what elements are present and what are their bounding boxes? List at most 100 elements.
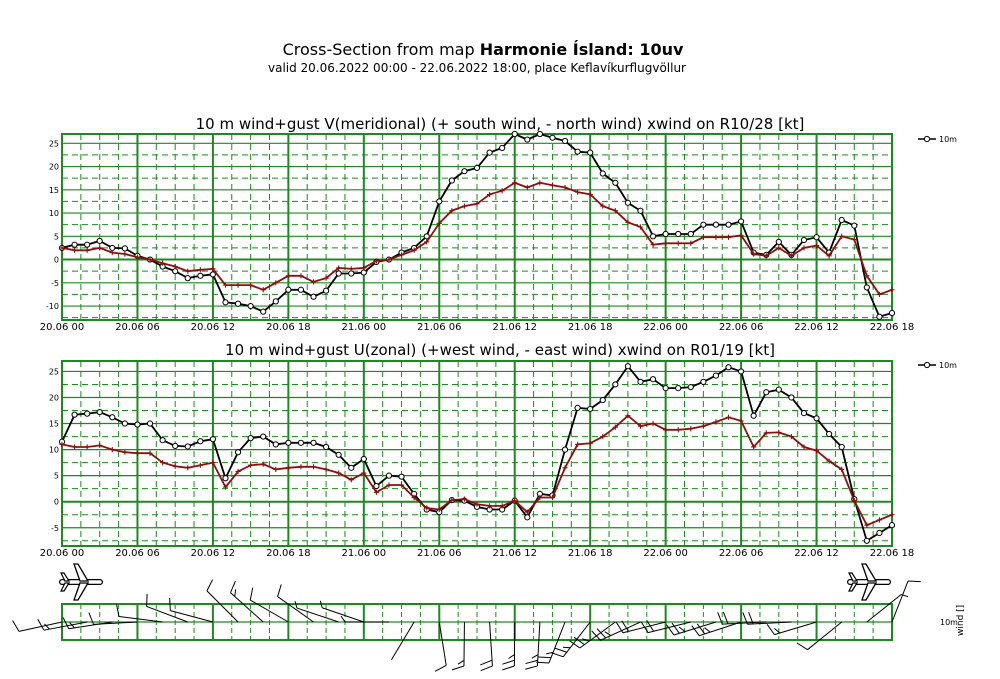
gust-data-point: [97, 442, 103, 449]
gust-data-point: [650, 420, 656, 427]
gust-data-point: [776, 245, 782, 251]
wind-data-point: [234, 449, 242, 456]
gust-data-point: [134, 450, 141, 456]
wind-barb-feather: [774, 628, 781, 634]
gust-data-point: [398, 482, 405, 488]
gust-data-point: [436, 220, 442, 226]
barb-axis-label: wind []: [956, 605, 966, 636]
gust-data-point: [185, 268, 191, 274]
wind-data-point: [851, 222, 858, 229]
gust-data-point: [235, 282, 241, 288]
gust-data-point: [499, 188, 505, 194]
gust-data-point: [273, 466, 279, 472]
gust-data-point: [826, 253, 832, 259]
wind-data-point: [159, 437, 166, 444]
gust-data-point: [474, 201, 480, 207]
wind-data-point: [285, 439, 292, 446]
wind-barb-feather: [717, 612, 723, 625]
wind-data-point: [587, 405, 594, 413]
gust-data-point: [84, 247, 90, 253]
wind-barb: [118, 615, 163, 623]
wind-data-point: [272, 298, 279, 305]
gust-data-point: [109, 446, 115, 453]
gust-data-point: [160, 260, 166, 266]
gust-data-point: [612, 208, 618, 214]
wind-data-point: [863, 284, 870, 291]
gust-data-point: [688, 426, 694, 432]
wind-barb: [699, 621, 742, 637]
gust-data-point: [813, 448, 820, 454]
wind-data-point: [524, 136, 531, 143]
wind-data-point: [612, 179, 619, 186]
y-tick-label: -5: [51, 524, 59, 533]
x-tick-label: 21.06 06: [417, 548, 462, 559]
x-tick-label: 22.06 00: [643, 322, 688, 333]
wind-data-point: [800, 236, 808, 244]
x-tick-label: 22.06 18: [870, 548, 915, 559]
gust-data-point: [851, 498, 857, 504]
wind-data-point: [624, 363, 632, 370]
gust-data-point: [185, 465, 191, 471]
plot-frame: [61, 360, 893, 547]
page-title: Cross-Section from map Harmonie Ísland: …: [283, 40, 684, 59]
wind-barb-feather: [742, 612, 748, 625]
wind-data-point: [737, 218, 745, 225]
gust-data-point: [424, 505, 430, 511]
plot-frame: [61, 133, 893, 321]
wind-barb-feather: [666, 624, 675, 636]
gust-data-point: [273, 280, 279, 286]
gust-data-point: [826, 458, 832, 464]
wind-barb: [647, 621, 691, 634]
wind-barb-feather: [538, 656, 552, 659]
gust-data-point: [663, 427, 669, 433]
gust-data-point: [512, 180, 518, 186]
gust-data-point: [310, 464, 317, 470]
gust-data-point: [486, 503, 493, 509]
wind-data-point: [322, 443, 330, 451]
wind-barb-feather: [615, 621, 624, 634]
wind-data-point: [813, 234, 820, 241]
gust-data-point: [889, 287, 895, 293]
wind-barb-feather: [525, 659, 538, 665]
gust-data-point: [537, 180, 543, 186]
wind-barb-feather: [294, 600, 298, 609]
y-tick-label: -10: [46, 302, 59, 311]
gust-data-point: [59, 441, 65, 447]
wind-barb-feather: [319, 600, 323, 608]
y-tick-label: 10: [49, 446, 59, 455]
wind-barb: [600, 621, 641, 641]
meridional-wind-chart: 10 m wind+gust V(meridional) (+ south wi…: [40, 115, 957, 333]
gust-data-point: [600, 433, 606, 440]
wind-barb-feather: [525, 665, 538, 670]
x-tick-label: 22.06 06: [719, 548, 764, 559]
wind-barb-feather: [12, 620, 20, 632]
wind-data-point: [272, 441, 279, 448]
wind-data-point: [297, 286, 305, 293]
gust-data-point: [625, 413, 631, 419]
gust-data-point: [876, 291, 883, 298]
x-tick-label: 22.06 06: [719, 322, 764, 333]
gust-data-point: [172, 263, 178, 270]
wind-data-point: [876, 313, 883, 320]
x-tick-label: 21.06 00: [342, 548, 387, 559]
wind-barb-feather: [573, 636, 585, 646]
wind-barb-feather: [206, 579, 214, 592]
wind-data-point: [649, 233, 657, 240]
gust-data-point: [285, 465, 291, 471]
wind-barb: [891, 580, 909, 623]
x-tick-label: 22.06 00: [643, 548, 688, 559]
wind-data-point: [71, 411, 78, 418]
gust-data-point: [386, 482, 392, 488]
x-tick-label: 22.06 12: [794, 548, 839, 559]
wind-data-point: [436, 198, 443, 205]
wind-data-point: [524, 514, 531, 521]
wind-barb-feather: [69, 622, 75, 629]
legend-marker-icon: [923, 361, 931, 369]
x-tick-label: 21.06 18: [568, 322, 613, 333]
wind-data-point: [360, 269, 367, 276]
wind-barb-feather: [277, 584, 282, 597]
gust-data-point: [575, 189, 581, 195]
gust-data-point: [738, 232, 744, 238]
wind-barb-feather: [748, 611, 754, 625]
